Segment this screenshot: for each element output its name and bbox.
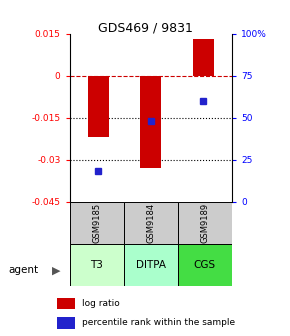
Text: GDS469 / 9831: GDS469 / 9831 (97, 22, 193, 35)
Text: log ratio: log ratio (81, 299, 119, 308)
Bar (124, 202, 178, 244)
Bar (124, 244, 178, 286)
Text: ▶: ▶ (52, 265, 61, 276)
Bar (88, 76, 109, 137)
Bar (178, 244, 232, 286)
Bar (70, 202, 124, 244)
Text: GSM9184: GSM9184 (146, 203, 155, 243)
Bar (140, 76, 161, 168)
Text: GSM9189: GSM9189 (200, 203, 209, 243)
Text: percentile rank within the sample: percentile rank within the sample (81, 319, 235, 328)
Bar (178, 202, 232, 244)
Text: T3: T3 (90, 260, 103, 269)
Bar (193, 39, 214, 76)
Bar (57, 298, 75, 309)
Text: GSM9185: GSM9185 (92, 203, 101, 243)
Text: agent: agent (9, 265, 39, 276)
Text: DITPA: DITPA (136, 260, 166, 269)
Text: CGS: CGS (194, 260, 216, 269)
Bar (57, 317, 75, 329)
Bar (70, 244, 124, 286)
